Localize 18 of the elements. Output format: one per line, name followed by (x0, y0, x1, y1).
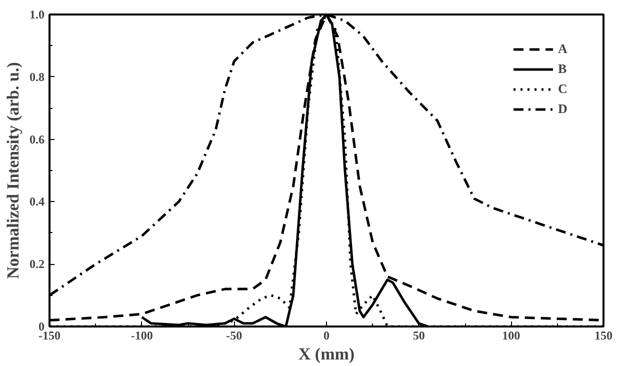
x-tick-label: 0 (324, 328, 330, 342)
y-tick-label: 1.0 (30, 8, 44, 22)
x-tick-label: 150 (594, 328, 612, 342)
y-tick-label: 0.2 (30, 257, 44, 272)
y-tick-label: 0 (38, 320, 44, 334)
y-tick-label: 0.6 (30, 132, 44, 146)
x-tick-label: -100 (130, 328, 153, 342)
legend-label: D (558, 101, 568, 117)
legend-label: C (558, 81, 568, 97)
legend-label: B (558, 61, 568, 77)
y-tick-label: 0.8 (30, 70, 44, 84)
x-tick-label: -50 (226, 328, 242, 342)
y-tick-label: 0.4 (30, 194, 44, 209)
x-axis-title: X (mm) (298, 344, 355, 364)
x-tick-label: 50 (412, 328, 425, 342)
legend-label: A (558, 41, 568, 57)
x-tick-label: 100 (502, 328, 520, 342)
y-axis-title: Normalized Intensity (arb. u.) (4, 62, 22, 279)
